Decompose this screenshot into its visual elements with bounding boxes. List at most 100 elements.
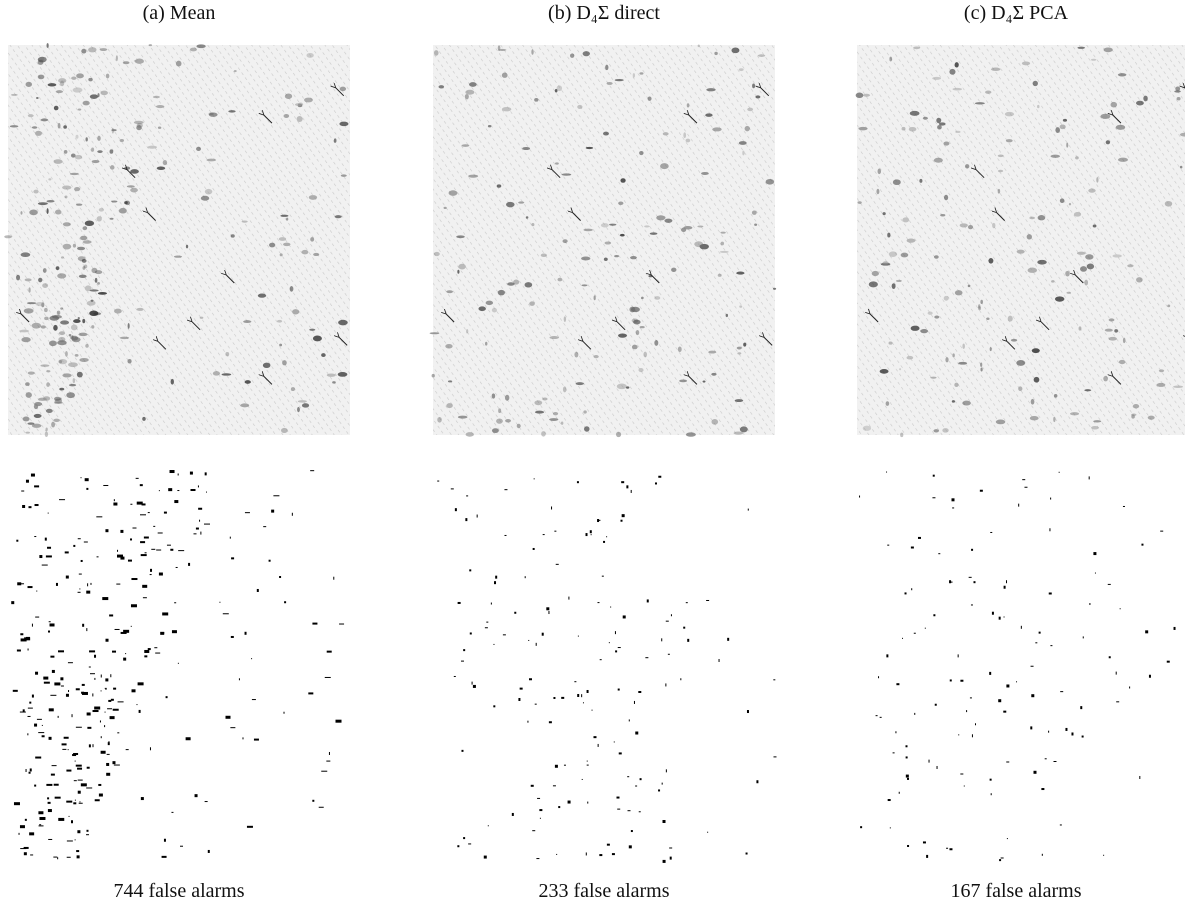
alarm-pixel: [120, 631, 127, 634]
alarm-pixel: [73, 544, 76, 547]
alarm-pixel: [667, 653, 670, 655]
alarm-pixel: [256, 588, 259, 592]
alarm-pixel: [132, 527, 137, 529]
alarm-pixel: [147, 512, 150, 514]
texture-blob: [974, 102, 985, 105]
alarm-pixel: [328, 751, 330, 755]
texture-blob: [620, 178, 626, 183]
texture-blob: [900, 252, 909, 258]
texture-blob: [711, 372, 717, 376]
texture-blob: [609, 223, 617, 226]
alarm-pixel: [1080, 706, 1083, 710]
texture-blob: [593, 355, 599, 359]
texture: [857, 45, 1185, 435]
texture-blob: [75, 203, 83, 206]
alarm-pixel: [597, 743, 599, 747]
texture-blob: [954, 382, 959, 387]
texture-blob: [1073, 212, 1082, 217]
alarm-pixel: [65, 575, 69, 579]
alarm-pixel: [92, 744, 94, 748]
alarm-pixel: [116, 583, 121, 585]
texture-blob: [496, 418, 503, 424]
alarm-pixel: [138, 709, 141, 713]
alarm-pixel: [54, 682, 61, 686]
alarm-pixel: [551, 506, 553, 510]
texture-blob: [679, 379, 688, 383]
texture-blob: [654, 296, 661, 300]
panel-caption: 744 false alarms: [113, 880, 245, 902]
texture-blob: [448, 190, 458, 196]
alarm-pixel: [136, 704, 138, 706]
alarm-pixel: [646, 599, 649, 603]
texture-blob: [1077, 46, 1086, 49]
alarm-pixel: [1035, 642, 1038, 644]
alarm-pixel: [635, 785, 638, 787]
texture-blob: [58, 78, 67, 84]
texture-blob: [570, 53, 575, 58]
alarm-pixel: [174, 602, 177, 604]
alarm-pixel: [50, 694, 57, 696]
texture-blob: [1143, 95, 1148, 102]
alarm-pixel: [747, 508, 749, 511]
texture-blob: [962, 343, 965, 349]
alarm-pixel: [1115, 671, 1117, 675]
target-arrow: [21, 314, 30, 323]
texture-blob: [124, 166, 131, 170]
alarm-pixel: [905, 745, 908, 748]
texture-blob: [863, 93, 871, 97]
alarm-pixel: [253, 738, 259, 741]
alarm-pixel: [896, 683, 900, 686]
texture-blob: [42, 283, 49, 288]
texture-blob: [173, 255, 183, 258]
alarm-pixel: [81, 691, 85, 694]
texture-blob: [72, 87, 83, 93]
texture-blob: [943, 141, 950, 146]
alarm-pixel: [494, 581, 497, 585]
alarm-pixel: [125, 653, 127, 655]
alarm-pixel: [618, 752, 622, 755]
texture-blob: [57, 273, 67, 279]
texture-blob: [639, 150, 644, 156]
texture-blob: [1086, 263, 1095, 270]
texture-blob: [952, 353, 955, 358]
texture-blob: [1068, 202, 1072, 206]
texture-blob: [230, 234, 235, 238]
alarm-pixel: [936, 765, 938, 769]
texture-blob: [80, 235, 88, 241]
texture-blob: [1175, 86, 1181, 92]
texture-blob: [89, 310, 99, 316]
alarm-pixel: [30, 473, 35, 477]
alarm-pixel: [110, 698, 114, 701]
alarm-pixel: [283, 711, 285, 714]
texture-blob: [89, 94, 99, 99]
texture-blob: [959, 223, 968, 228]
texture-blob: [507, 282, 515, 286]
texture-blob: [739, 305, 743, 308]
alarm-pixel: [661, 782, 663, 785]
alarm-pixel: [50, 773, 55, 776]
texture-blob: [930, 376, 937, 379]
alarm-pixel: [150, 568, 153, 572]
alarm-pixel: [645, 657, 649, 659]
texture-blob: [433, 50, 439, 56]
texture-blob: [906, 238, 916, 243]
alarm-pixel: [960, 773, 964, 775]
alarm-pixel: [120, 556, 125, 560]
texture-blob: [204, 188, 213, 195]
texture-blob: [997, 169, 1004, 173]
texture-blob: [78, 274, 87, 279]
texture-blob: [487, 125, 492, 128]
texture-blob: [913, 46, 921, 50]
texture-blob: [992, 222, 996, 229]
texture-blob: [170, 378, 174, 385]
texture-blob: [89, 289, 99, 292]
alarm-pixel: [558, 806, 561, 809]
texture-blob: [934, 315, 940, 319]
texture-blob: [932, 76, 942, 80]
texture-blob: [603, 257, 608, 261]
target-arrow: [192, 322, 201, 331]
texture-blob: [71, 335, 79, 341]
texture-blob: [1179, 132, 1185, 137]
alarm-pixel: [161, 855, 167, 858]
